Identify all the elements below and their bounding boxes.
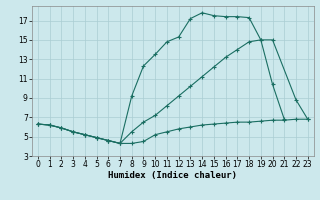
X-axis label: Humidex (Indice chaleur): Humidex (Indice chaleur) [108,171,237,180]
